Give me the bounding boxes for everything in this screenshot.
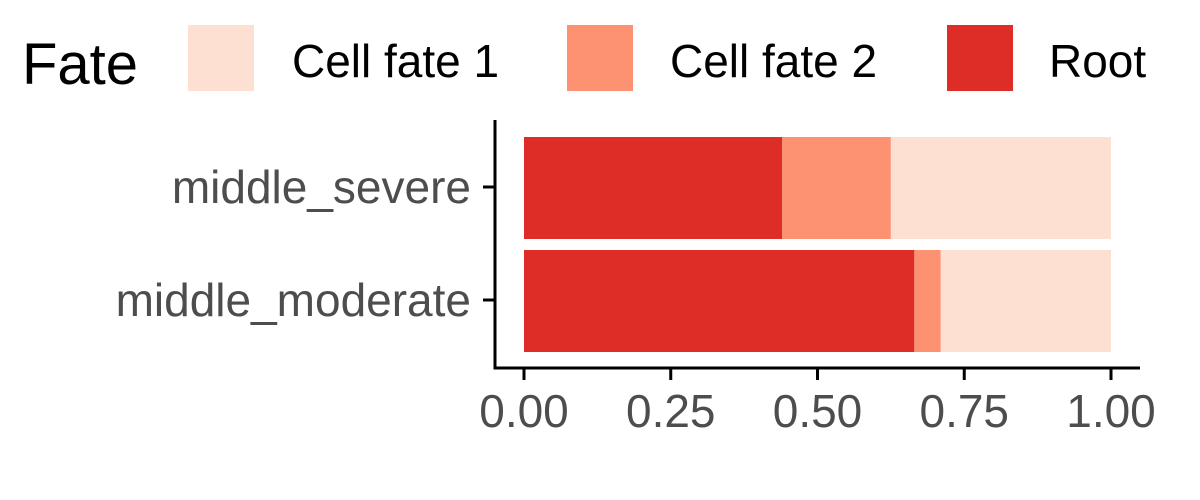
legend-key-cell-fate-2 (567, 25, 633, 91)
bar-middle-severe-cell-fate-1 (890, 137, 1111, 239)
bars (524, 137, 1111, 352)
legend-key-cell-fate-1 (188, 25, 254, 91)
bar-middle-severe-cell-fate-2 (782, 137, 891, 239)
x-tick-label: 0.25 (626, 385, 716, 437)
y-tick-label-middle-severe: middle_severe (172, 161, 471, 213)
bar-middle-moderate-cell-fate-2 (914, 250, 941, 352)
x-tick-label: 1.00 (1066, 385, 1156, 437)
bar-middle-severe-root (524, 137, 783, 239)
ticks: middle_severe middle_moderate 0.00 0.25 0.50… (116, 161, 1156, 437)
bar-middle-moderate-cell-fate-1 (940, 250, 1111, 352)
legend-label-cell-fate-1: Cell fate 1 (292, 35, 499, 87)
legend: Fate Cell fate 1 Cell fate 2 Root (22, 25, 1146, 97)
bar-middle-moderate-root (524, 250, 915, 352)
legend-title: Fate (22, 32, 138, 97)
x-tick-label: 0.75 (919, 385, 1009, 437)
legend-label-cell-fate-2: Cell fate 2 (670, 35, 877, 87)
legend-label-root: Root (1049, 35, 1146, 87)
x-tick-label: 0.00 (479, 385, 569, 437)
y-tick-label-middle-moderate: middle_moderate (116, 274, 471, 326)
x-tick-label: 0.50 (773, 385, 863, 437)
legend-key-root (947, 25, 1013, 91)
